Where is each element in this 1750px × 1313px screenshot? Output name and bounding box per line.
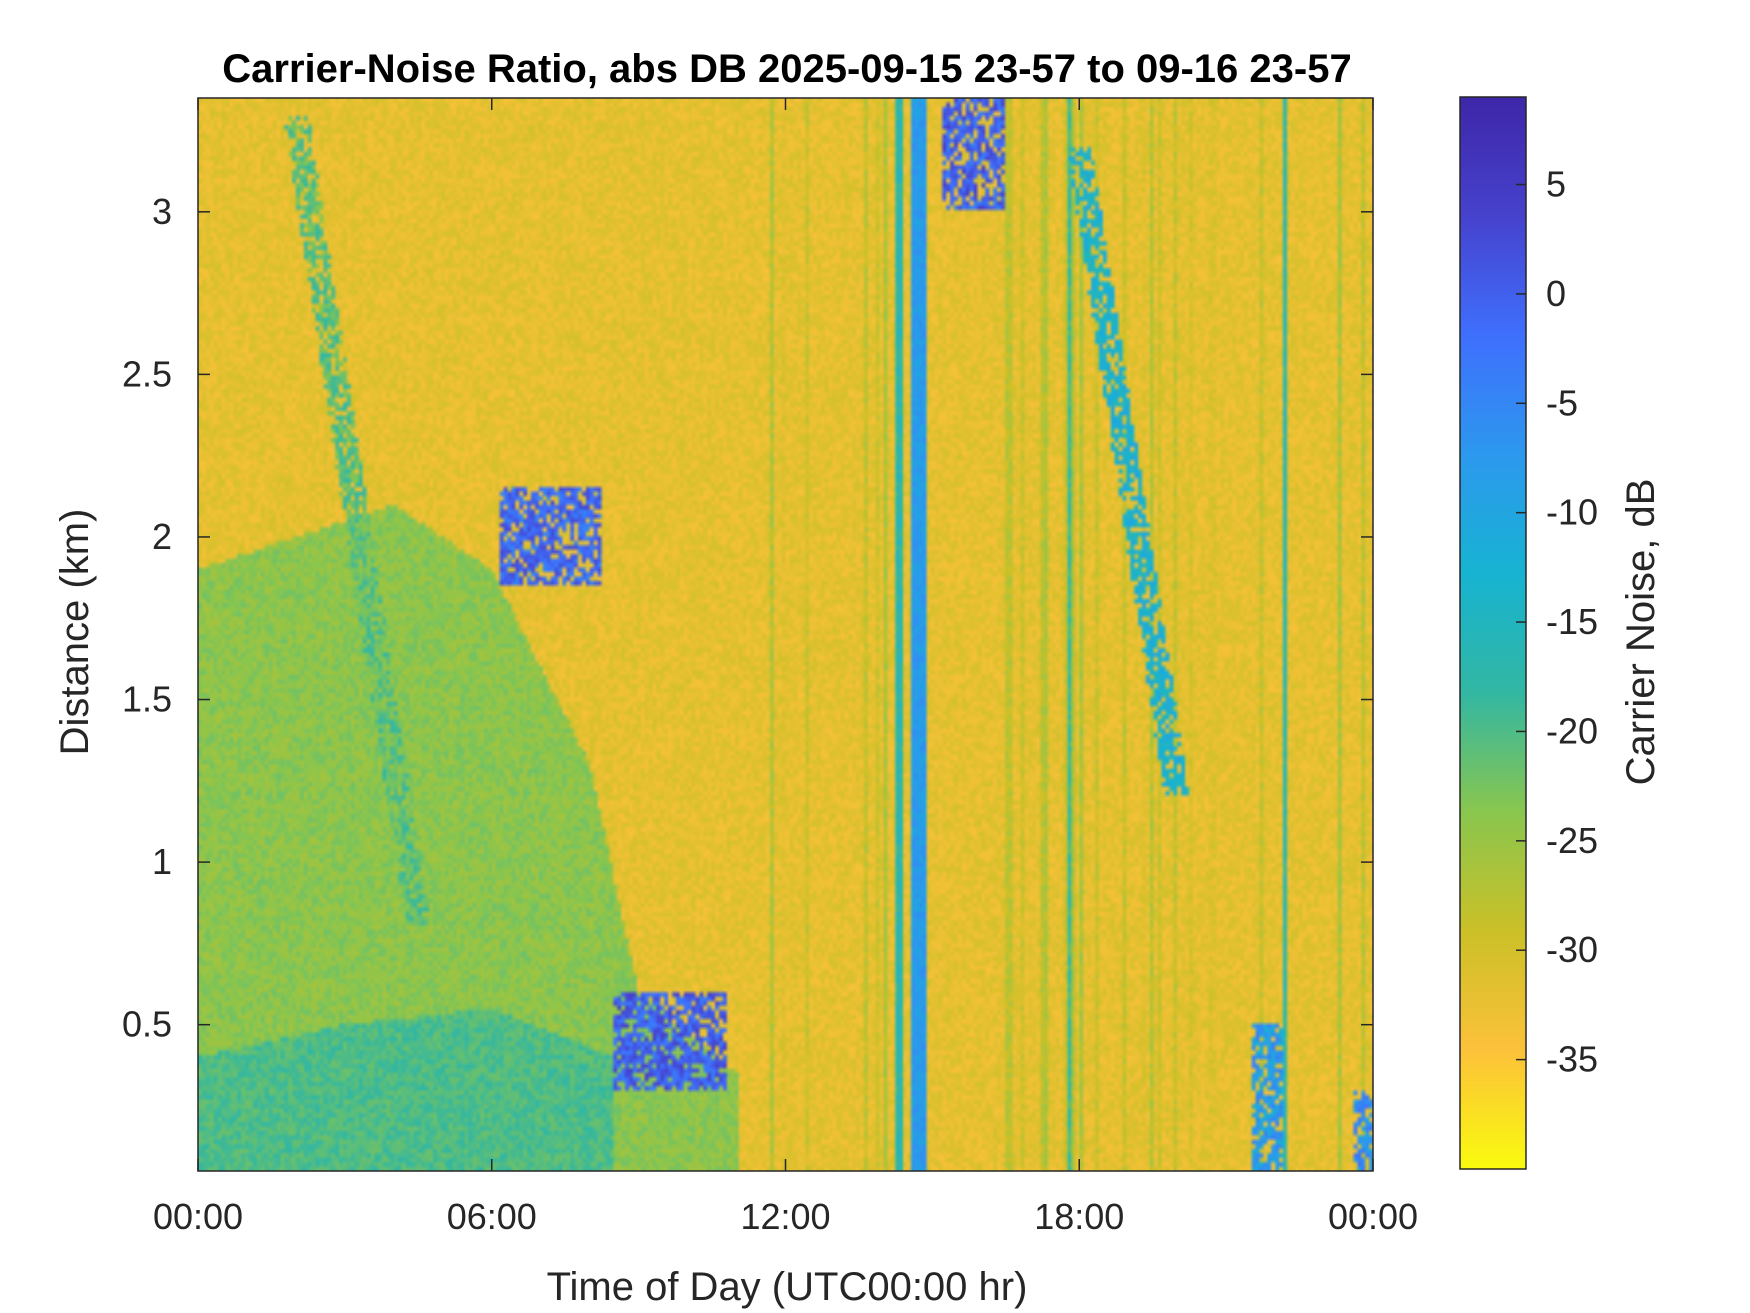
y-tick-label: 2 (152, 516, 172, 557)
colorbar-tick-label: -25 (1546, 820, 1598, 861)
y-tick-label: 0.5 (122, 1004, 172, 1045)
colorbar-gradient (1459, 96, 1527, 1170)
colorbar-tick-label: -15 (1546, 601, 1598, 642)
x-axis-label: Time of Day (UTC00:00 hr) (547, 1265, 1028, 1309)
x-tick-label: 00:00 (1328, 1196, 1418, 1237)
x-tick-label: 00:00 (153, 1196, 243, 1237)
x-tick-label: 12:00 (740, 1196, 830, 1237)
colorbar-tick-label: 0 (1546, 273, 1566, 314)
y-axis-label: Distance (km) (53, 509, 97, 756)
colorbar-label: Carrier Noise, dB (1619, 479, 1663, 786)
y-axis: 0.5 1 1.5 2 2.5 3 (122, 191, 1373, 1045)
y-tick-label: 1 (152, 841, 172, 882)
x-tick-label: 06:00 (447, 1196, 537, 1237)
colorbar-tick-label: -5 (1546, 382, 1578, 423)
colorbar-tick-label: -35 (1546, 1039, 1598, 1080)
colorbar-tick-label: -10 (1546, 492, 1598, 533)
y-tick-label: 1.5 (122, 679, 172, 720)
x-tick-label: 18:00 (1034, 1196, 1124, 1237)
plot-area (197, 97, 1374, 1172)
colorbar-tick-label: -30 (1546, 929, 1598, 970)
colorbar: 5 0 -5 -10 -15 -20 -25 -30 -35 (1459, 96, 1598, 1170)
y-tick-label: 2.5 (122, 353, 172, 394)
y-tick-label: 3 (152, 191, 172, 232)
heatmap-raster (198, 98, 1373, 1171)
x-axis: 00:00 06:00 12:00 18:00 00:00 (153, 98, 1418, 1237)
colorbar-tick-label: -20 (1546, 710, 1598, 751)
colorbar-tick-label: 5 (1546, 164, 1566, 205)
chart-title: Carrier-Noise Ratio, abs DB 2025-09-15 2… (222, 47, 1351, 91)
